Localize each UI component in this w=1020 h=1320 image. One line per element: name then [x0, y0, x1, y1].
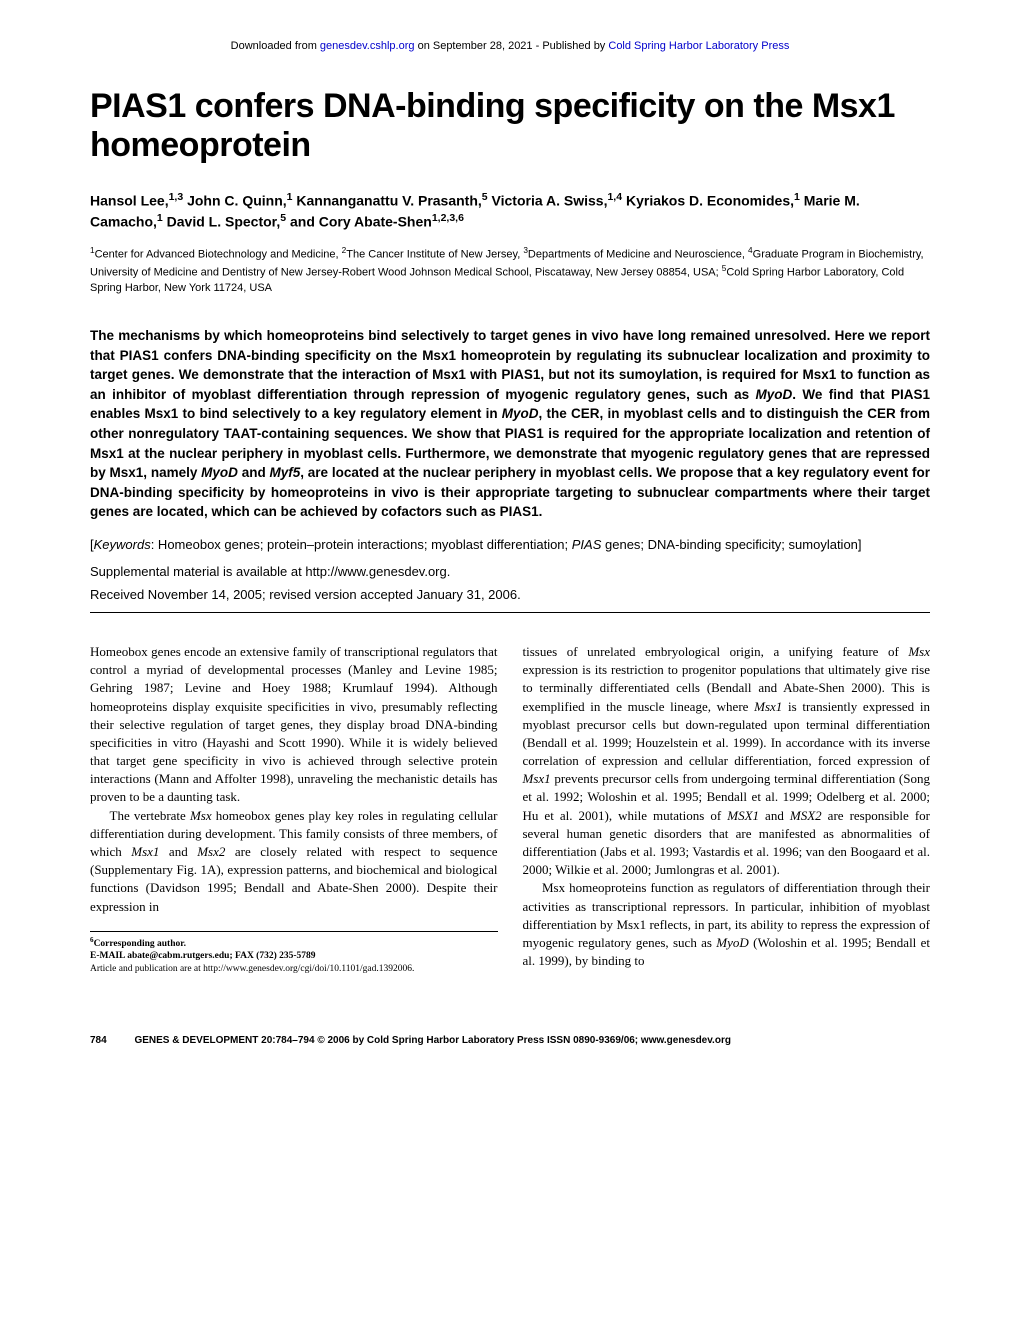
header-prefix: Downloaded from [231, 40, 320, 52]
download-header: Downloaded from genesdev.cshlp.org on Se… [90, 40, 930, 52]
affiliations: 1Center for Advanced Biotechnology and M… [90, 245, 930, 296]
footnote-block: 6Corresponding author. E-MAIL abate@cabm… [90, 931, 498, 975]
authors: Hansol Lee,1,3 John C. Quinn,1 Kannangan… [90, 190, 930, 233]
supplemental-note: Supplemental material is available at ht… [90, 564, 930, 579]
header-mid: on September 28, 2021 - Published by [415, 40, 609, 52]
abstract: The mechanisms by which homeoproteins bi… [90, 326, 930, 522]
article-title: PIAS1 confers DNA-binding specificity on… [90, 87, 930, 165]
article-doi: Article and publication are at http://ww… [90, 963, 498, 975]
page-footer: 784 GENES & DEVELOPMENT 20:784–794 © 200… [0, 1035, 1020, 1066]
body-paragraph: The vertebrate Msx homeobox genes play k… [90, 807, 498, 916]
body-paragraph: Homeobox genes encode an extensive famil… [90, 643, 498, 807]
header-link1[interactable]: genesdev.cshlp.org [320, 40, 415, 52]
body-paragraph: Msx homeoproteins function as regulators… [523, 879, 931, 970]
body-paragraph: tissues of unrelated embryological origi… [523, 643, 931, 879]
footer-citation: GENES & DEVELOPMENT 20:784–794 © 2006 by… [134, 1035, 730, 1046]
received-date: Received November 14, 2005; revised vers… [90, 587, 930, 602]
corresponding-author: 6Corresponding author. [90, 936, 498, 951]
page-number: 784 [90, 1035, 107, 1046]
header-link2[interactable]: Cold Spring Harbor Laboratory Press [608, 40, 789, 52]
keywords: [Keywords: Homeobox genes; protein–prote… [90, 536, 930, 554]
corresponding-email: E-MAIL abate@cabm.rutgers.edu; FAX (732)… [90, 950, 498, 962]
section-divider [90, 612, 930, 613]
body-columns: Homeobox genes encode an extensive famil… [90, 643, 930, 975]
